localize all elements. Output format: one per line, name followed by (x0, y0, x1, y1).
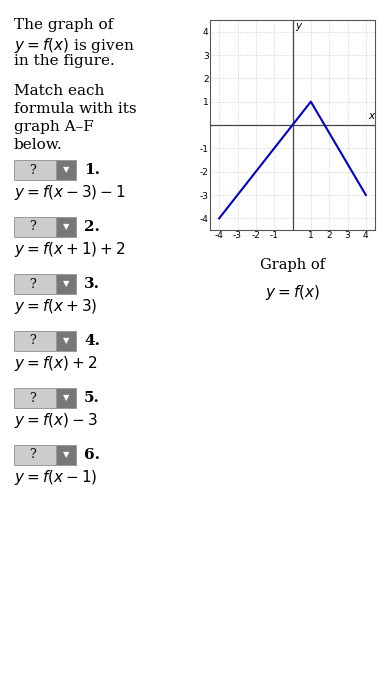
Text: formula with its: formula with its (14, 102, 137, 116)
Bar (14, 217, 56, 237)
Text: in the figure.: in the figure. (14, 54, 115, 68)
Bar (56, 217, 76, 237)
Text: $y = f(x)$ is given: $y = f(x)$ is given (14, 36, 135, 55)
Text: ▼: ▼ (63, 451, 69, 459)
Text: 5.: 5. (84, 391, 100, 405)
Bar (14, 331, 56, 351)
Text: ▼: ▼ (63, 223, 69, 232)
Text: ▼: ▼ (63, 393, 69, 402)
Text: 3.: 3. (84, 277, 100, 291)
Bar (56, 445, 76, 465)
Text: $y = f(x) + 2$: $y = f(x) + 2$ (14, 354, 97, 373)
Text: $y = f(x)$: $y = f(x)$ (265, 283, 320, 302)
Text: $y = f(x) - 3$: $y = f(x) - 3$ (14, 411, 98, 430)
Text: 4.: 4. (84, 334, 100, 348)
Text: ?: ? (29, 220, 36, 234)
Bar (56, 331, 76, 351)
Text: $y = f(x + 3)$: $y = f(x + 3)$ (14, 297, 98, 316)
Text: Match each: Match each (14, 84, 104, 98)
Text: $y = f(x + 1) + 2$: $y = f(x + 1) + 2$ (14, 240, 126, 259)
Text: ?: ? (29, 164, 36, 176)
Text: The graph of: The graph of (14, 18, 113, 32)
Text: 1.: 1. (84, 163, 100, 177)
Bar (14, 160, 56, 180)
Text: ?: ? (29, 449, 36, 461)
Bar (56, 274, 76, 294)
Text: x: x (368, 111, 374, 121)
Text: $y = f(x - 3) - 1$: $y = f(x - 3) - 1$ (14, 183, 126, 202)
Text: ▼: ▼ (63, 279, 69, 288)
Text: ?: ? (29, 277, 36, 290)
Text: 6.: 6. (84, 448, 100, 462)
Bar (56, 388, 76, 408)
Text: ?: ? (29, 335, 36, 347)
Text: y: y (295, 21, 301, 32)
Text: Graph of: Graph of (260, 258, 325, 272)
Bar (14, 388, 56, 408)
Text: ?: ? (29, 391, 36, 405)
Text: below.: below. (14, 138, 63, 152)
Bar (14, 274, 56, 294)
Text: ▼: ▼ (63, 165, 69, 174)
Text: graph A–F: graph A–F (14, 120, 94, 134)
Bar (56, 160, 76, 180)
Text: $y = f(x - 1)$: $y = f(x - 1)$ (14, 468, 98, 487)
Text: ▼: ▼ (63, 337, 69, 346)
Bar (14, 445, 56, 465)
Text: 2.: 2. (84, 220, 100, 234)
